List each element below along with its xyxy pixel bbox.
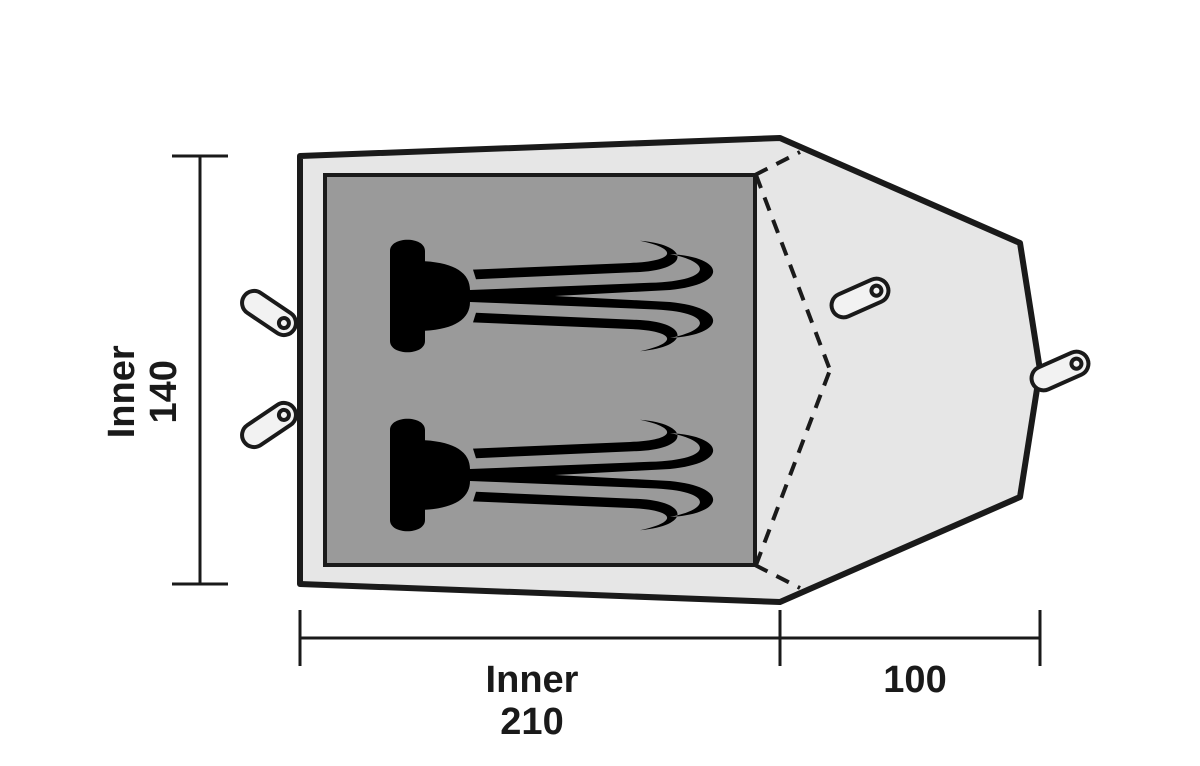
dim-label-inner-width: Inner 140 (102, 312, 186, 472)
dim-line-length (300, 610, 780, 666)
dim-prefix: Inner (101, 345, 143, 438)
dim-label-inner-length: Inner 210 (452, 660, 612, 744)
dim-line-vestibule (780, 610, 1040, 666)
dim-value: 140 (143, 360, 185, 423)
dim-value: 210 (500, 701, 563, 743)
inner-tent (325, 175, 755, 565)
dim-value: 100 (883, 659, 946, 701)
zip-toggle-1 (237, 398, 300, 451)
zip-toggle-0 (237, 286, 300, 339)
dim-prefix: Inner (486, 659, 579, 701)
dim-label-vestibule: 100 (855, 660, 975, 702)
